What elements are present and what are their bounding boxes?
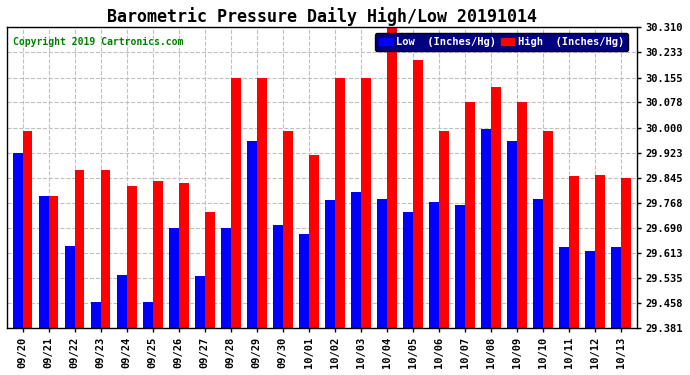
Bar <box>611 247 621 328</box>
Bar <box>403 212 413 328</box>
Bar <box>325 200 335 328</box>
Legend: Low  (Inches/Hg), High  (Inches/Hg): Low (Inches/Hg), High (Inches/Hg) <box>375 33 628 51</box>
Bar <box>75 170 84 328</box>
Bar <box>273 225 283 328</box>
Bar <box>65 246 75 328</box>
Title: Barometric Pressure Daily High/Low 20191014: Barometric Pressure Daily High/Low 20191… <box>107 7 537 26</box>
Bar <box>377 199 387 328</box>
Bar <box>517 102 526 328</box>
Bar <box>569 176 579 328</box>
Bar <box>585 251 595 328</box>
Bar <box>221 228 230 328</box>
Bar <box>465 102 475 328</box>
Bar <box>559 247 569 328</box>
Bar <box>117 275 127 328</box>
Bar <box>455 205 465 328</box>
Bar <box>143 302 152 328</box>
Bar <box>48 196 59 328</box>
Bar <box>247 141 257 328</box>
Bar <box>429 202 439 328</box>
Bar <box>195 276 205 328</box>
Bar <box>257 78 266 328</box>
Bar <box>230 78 241 328</box>
Bar <box>387 27 397 328</box>
Bar <box>351 192 361 328</box>
Bar <box>491 87 501 328</box>
Bar <box>361 78 371 328</box>
Bar <box>23 131 32 328</box>
Bar <box>283 131 293 328</box>
Bar <box>205 212 215 328</box>
Bar <box>439 131 449 328</box>
Bar <box>179 183 188 328</box>
Text: Copyright 2019 Cartronics.com: Copyright 2019 Cartronics.com <box>13 36 184 46</box>
Bar <box>335 78 344 328</box>
Bar <box>152 181 163 328</box>
Bar <box>595 174 605 328</box>
Bar <box>299 234 308 328</box>
Bar <box>507 141 517 328</box>
Bar <box>621 178 631 328</box>
Bar <box>413 60 423 328</box>
Bar <box>308 155 319 328</box>
Bar <box>533 199 543 328</box>
Bar <box>169 228 179 328</box>
Bar <box>39 196 48 328</box>
Bar <box>12 153 23 328</box>
Bar <box>127 186 137 328</box>
Bar <box>101 170 110 328</box>
Bar <box>481 129 491 328</box>
Bar <box>543 131 553 328</box>
Bar <box>90 302 101 328</box>
